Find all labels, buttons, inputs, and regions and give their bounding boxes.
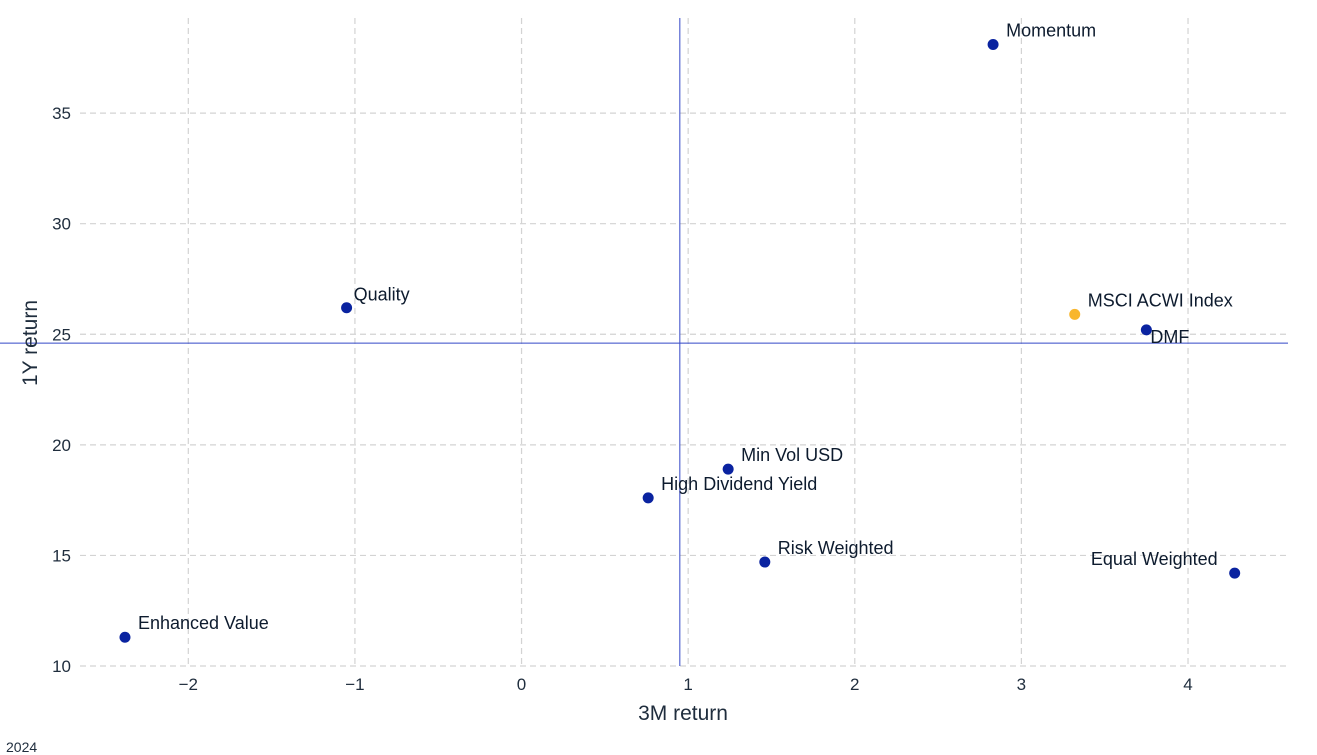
point-label: DMF (1150, 327, 1189, 347)
x-tick-label: 2 (850, 675, 859, 694)
x-tick-label: −1 (345, 675, 364, 694)
y-axis-ticks: 10 15 20 25 30 35 (52, 104, 71, 676)
y-tick-label: 10 (52, 657, 71, 676)
y-tick-label: 25 (52, 325, 71, 344)
grid (80, 18, 1288, 667)
point-label: Equal Weighted (1091, 549, 1218, 569)
data-point (722, 463, 734, 475)
x-axis-ticks: −2 −1 0 1 2 3 4 (179, 675, 1193, 694)
data-point (642, 492, 654, 504)
data-point (1140, 324, 1152, 336)
y-axis-title: 1Y return (19, 300, 42, 386)
reference-lines (0, 18, 1288, 666)
footnote: 2024 (6, 739, 38, 755)
point-label: Momentum (1006, 21, 1096, 41)
point-label: Risk Weighted (778, 538, 894, 558)
data-point (759, 556, 771, 568)
y-tick-label: 35 (52, 104, 71, 123)
x-tick-label: 1 (683, 675, 692, 694)
point-label: High Dividend Yield (661, 474, 817, 494)
y-tick-label: 20 (52, 436, 71, 455)
data-point (1069, 308, 1081, 320)
point-labels: Momentum Quality MSCI ACWI Index DMF Min Vol… (138, 21, 1233, 634)
y-tick-label: 30 (52, 215, 71, 234)
x-tick-label: −2 (179, 675, 198, 694)
x-tick-label: 3 (1017, 675, 1026, 694)
point-label: Enhanced Value (138, 613, 269, 633)
x-tick-label: 0 (517, 675, 526, 694)
data-points (119, 39, 1241, 643)
data-point (119, 631, 131, 643)
data-point (341, 302, 353, 314)
y-tick-label: 15 (52, 546, 71, 565)
data-point (1229, 567, 1241, 579)
point-label: MSCI ACWI Index (1088, 290, 1233, 310)
point-label: Min Vol USD (741, 445, 843, 465)
data-point (987, 39, 999, 51)
x-tick-label: 4 (1183, 675, 1192, 694)
x-axis-title: 3M return (638, 702, 728, 725)
point-label: Quality (354, 285, 410, 305)
